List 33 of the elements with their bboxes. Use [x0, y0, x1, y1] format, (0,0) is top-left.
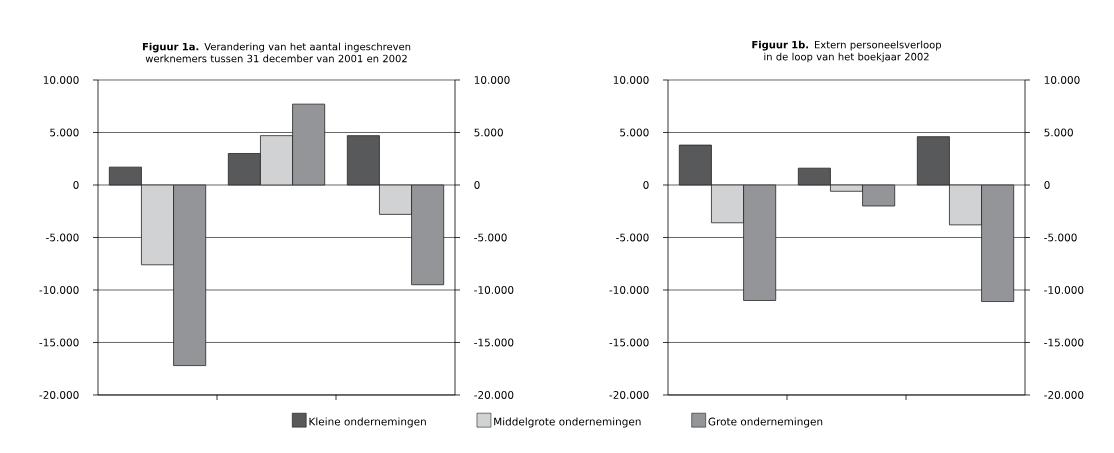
y2-tick-label: 5.000 — [1044, 128, 1073, 137]
legend-label: Kleine ondernemingen — [309, 417, 426, 428]
y2-tick-label: -5.000 — [474, 233, 507, 242]
y-tick-label: -15.000 — [39, 338, 79, 347]
y-tick-label: -15.000 — [609, 338, 649, 347]
y2-tick-label: -10.000 — [1044, 286, 1084, 294]
y2-tick-label: 0 — [1044, 181, 1050, 189]
y2-tick-label: -20.000 — [474, 391, 514, 399]
y-tick-label: -20.000 — [39, 391, 79, 399]
y2-tick-label: -15.000 — [474, 338, 514, 347]
y-tick-label: -10.000 — [39, 286, 79, 294]
y-tick-label: 5.000 — [620, 128, 649, 137]
y-tick-label: -5.000 — [46, 233, 79, 242]
y-tick-label: 10.000 — [43, 76, 79, 84]
y2-tick-label: 5.000 — [474, 128, 503, 137]
legend-label: Grote ondernemingen — [708, 417, 823, 428]
y2-tick-label: -10.000 — [474, 286, 514, 294]
chart-title: Figuur 1a. Verandering van het aantal ingeschreven werknemers tussen 31 december van 2001 en 2002 — [142, 42, 411, 63]
y-tick-label: 0 — [643, 181, 649, 189]
y-tick-label: -20.000 — [609, 391, 649, 399]
y-tick-label: 5.000 — [50, 128, 79, 137]
y2-tick-label: 0 — [474, 181, 480, 189]
y2-tick-label: 10.000 — [474, 76, 510, 84]
legend-label: Middelgrote ondernemingen — [494, 417, 641, 428]
y-tick-label: -5.000 — [616, 233, 649, 242]
y2-tick-label: -15.000 — [1044, 338, 1084, 347]
y2-tick-label: -20.000 — [1044, 391, 1084, 399]
chart-title: Figuur 1b. Extern personeelsverloop in de loop van het boekjaar 2002 — [752, 40, 942, 63]
y-tick-label: 10.000 — [613, 76, 649, 84]
y2-tick-label: 10.000 — [1044, 76, 1080, 84]
y-tick-label: 0 — [73, 181, 79, 189]
y2-tick-label: -5.000 — [1044, 233, 1077, 242]
y-tick-label: -10.000 — [609, 286, 649, 294]
